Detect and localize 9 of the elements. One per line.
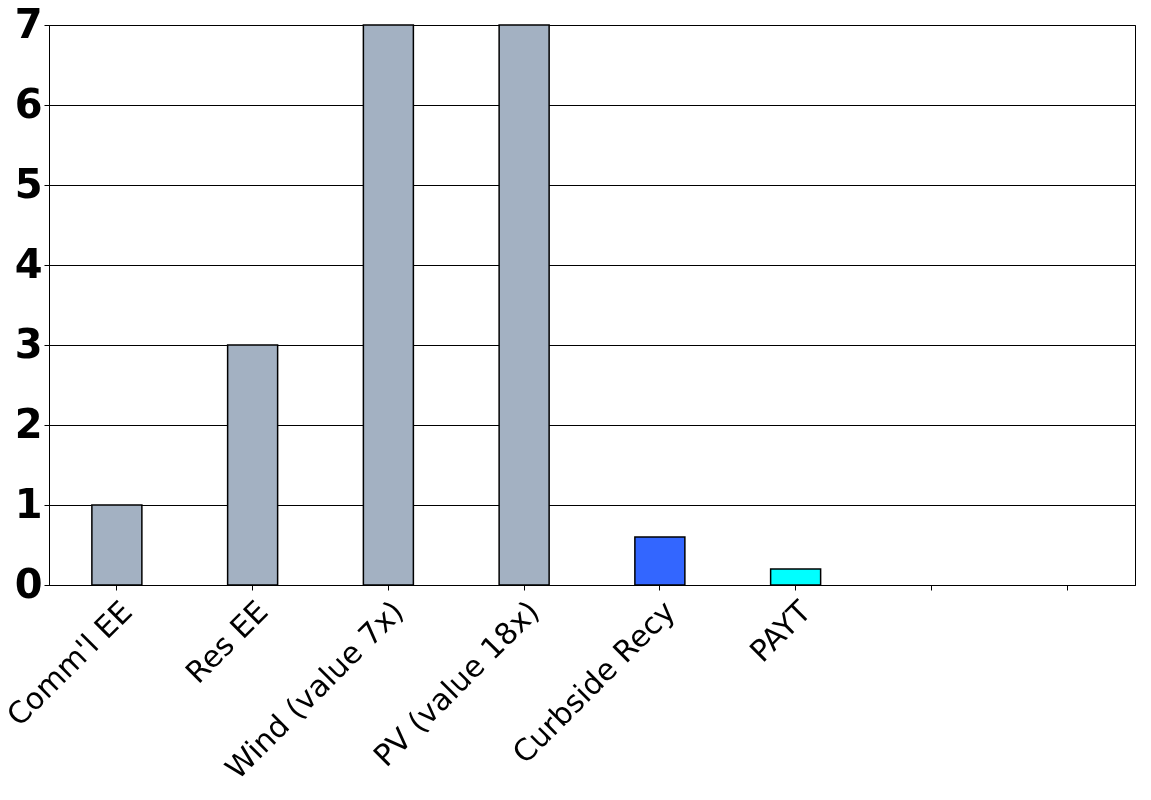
y-tick-label: 0	[14, 560, 43, 607]
y-tick-label: 1	[14, 480, 43, 527]
y-tick-label: 6	[14, 80, 43, 127]
y-tick-label: 4	[14, 240, 43, 287]
y-tick-label: 7	[14, 0, 43, 47]
y-tick-label: 5	[14, 160, 43, 207]
y-tick-label: 2	[14, 400, 43, 447]
x-tick-label: Res EE	[178, 593, 275, 690]
y-tick-label: 3	[14, 320, 43, 367]
